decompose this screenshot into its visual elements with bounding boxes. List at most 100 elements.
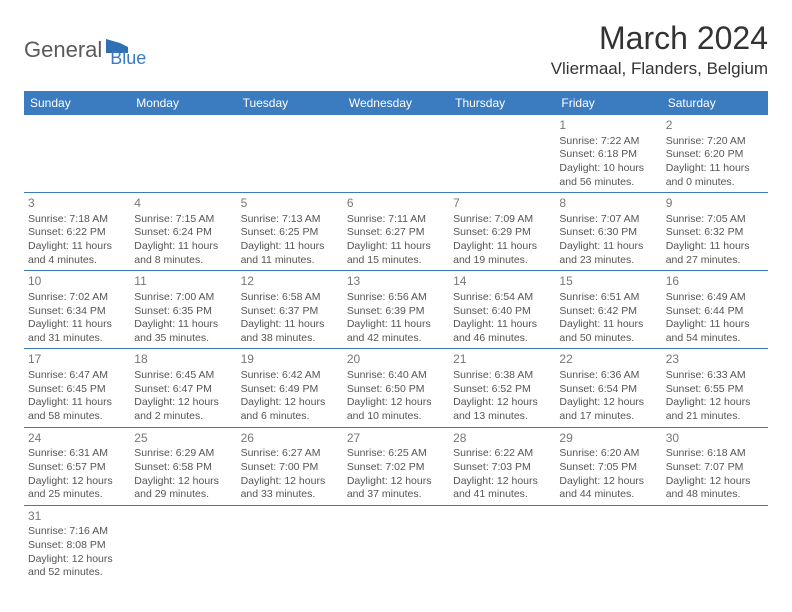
- day-info-line: and 38 minutes.: [241, 332, 339, 346]
- calendar-day-cell: 12Sunrise: 6:58 AMSunset: 6:37 PMDayligh…: [237, 271, 343, 348]
- logo-text-general: General: [24, 37, 102, 63]
- day-info-line: Daylight: 12 hours: [347, 396, 445, 410]
- day-info-line: Sunset: 8:08 PM: [28, 539, 126, 553]
- calendar-day-cell: 29Sunrise: 6:20 AMSunset: 7:05 PMDayligh…: [555, 428, 661, 505]
- day-number: 21: [453, 352, 551, 368]
- day-info-line: Sunset: 7:00 PM: [241, 461, 339, 475]
- day-info-line: and 8 minutes.: [134, 254, 232, 268]
- day-info-line: Sunset: 6:25 PM: [241, 226, 339, 240]
- day-info-line: Sunset: 6:30 PM: [559, 226, 657, 240]
- day-number: 15: [559, 274, 657, 290]
- day-info-line: Sunrise: 6:38 AM: [453, 369, 551, 383]
- calendar-day-cell: 15Sunrise: 6:51 AMSunset: 6:42 PMDayligh…: [555, 271, 661, 348]
- day-info-line: Sunset: 6:55 PM: [666, 383, 764, 397]
- calendar-day-cell: 8Sunrise: 7:07 AMSunset: 6:30 PMDaylight…: [555, 193, 661, 270]
- day-number: 12: [241, 274, 339, 290]
- day-number: 24: [28, 431, 126, 447]
- calendar-day-cell: 2Sunrise: 7:20 AMSunset: 6:20 PMDaylight…: [662, 115, 768, 192]
- day-info-line: Sunrise: 6:29 AM: [134, 447, 232, 461]
- day-info-line: and 15 minutes.: [347, 254, 445, 268]
- day-info-line: Sunrise: 7:11 AM: [347, 213, 445, 227]
- page-header: General Blue March 2024 Vliermaal, Fland…: [24, 20, 768, 79]
- calendar-day-cell: 30Sunrise: 6:18 AMSunset: 7:07 PMDayligh…: [662, 428, 768, 505]
- day-info-line: Daylight: 12 hours: [347, 475, 445, 489]
- day-info-line: Daylight: 12 hours: [453, 396, 551, 410]
- day-info-line: Sunset: 7:03 PM: [453, 461, 551, 475]
- day-info-line: Sunset: 6:27 PM: [347, 226, 445, 240]
- calendar-day-cell: 10Sunrise: 7:02 AMSunset: 6:34 PMDayligh…: [24, 271, 130, 348]
- day-info-line: Sunrise: 6:45 AM: [134, 369, 232, 383]
- day-info-line: and 23 minutes.: [559, 254, 657, 268]
- day-info-line: Sunrise: 6:27 AM: [241, 447, 339, 461]
- day-info-line: Daylight: 11 hours: [28, 318, 126, 332]
- logo-text-blue: Blue: [110, 48, 146, 69]
- calendar-row: 1Sunrise: 7:22 AMSunset: 6:18 PMDaylight…: [24, 115, 768, 193]
- calendar-day-cell: 4Sunrise: 7:15 AMSunset: 6:24 PMDaylight…: [130, 193, 236, 270]
- day-info-line: and 46 minutes.: [453, 332, 551, 346]
- calendar-header-cell: Friday: [555, 91, 661, 115]
- day-info-line: Daylight: 11 hours: [453, 240, 551, 254]
- calendar-empty-cell: [130, 506, 236, 583]
- calendar-day-cell: 13Sunrise: 6:56 AMSunset: 6:39 PMDayligh…: [343, 271, 449, 348]
- day-info-line: Sunset: 6:57 PM: [28, 461, 126, 475]
- day-info-line: and 13 minutes.: [453, 410, 551, 424]
- day-info-line: Sunrise: 7:16 AM: [28, 525, 126, 539]
- calendar-empty-cell: [237, 115, 343, 192]
- day-info-line: and 42 minutes.: [347, 332, 445, 346]
- day-info-line: Sunset: 7:05 PM: [559, 461, 657, 475]
- day-info-line: and 50 minutes.: [559, 332, 657, 346]
- logo: General Blue: [24, 30, 146, 69]
- day-info-line: Sunset: 6:52 PM: [453, 383, 551, 397]
- day-number: 10: [28, 274, 126, 290]
- day-info-line: Sunrise: 6:22 AM: [453, 447, 551, 461]
- day-info-line: Sunrise: 7:09 AM: [453, 213, 551, 227]
- day-info-line: Sunrise: 6:33 AM: [666, 369, 764, 383]
- day-info-line: Sunrise: 7:15 AM: [134, 213, 232, 227]
- day-number: 17: [28, 352, 126, 368]
- calendar-day-cell: 31Sunrise: 7:16 AMSunset: 8:08 PMDayligh…: [24, 506, 130, 583]
- day-info-line: Sunrise: 7:22 AM: [559, 135, 657, 149]
- calendar-day-cell: 25Sunrise: 6:29 AMSunset: 6:58 PMDayligh…: [130, 428, 236, 505]
- day-info-line: Daylight: 12 hours: [241, 475, 339, 489]
- day-number: 1: [559, 118, 657, 134]
- day-info-line: Sunset: 6:49 PM: [241, 383, 339, 397]
- day-number: 5: [241, 196, 339, 212]
- day-info-line: and 44 minutes.: [559, 488, 657, 502]
- calendar-empty-cell: [24, 115, 130, 192]
- day-info-line: Sunset: 6:34 PM: [28, 305, 126, 319]
- day-number: 25: [134, 431, 232, 447]
- calendar-row: 17Sunrise: 6:47 AMSunset: 6:45 PMDayligh…: [24, 349, 768, 427]
- day-info-line: Sunrise: 6:18 AM: [666, 447, 764, 461]
- day-number: 18: [134, 352, 232, 368]
- day-number: 22: [559, 352, 657, 368]
- day-number: 31: [28, 509, 126, 525]
- day-info-line: and 41 minutes.: [453, 488, 551, 502]
- day-info-line: and 48 minutes.: [666, 488, 764, 502]
- day-info-line: Daylight: 11 hours: [559, 240, 657, 254]
- day-info-line: and 54 minutes.: [666, 332, 764, 346]
- day-info-line: Sunrise: 7:05 AM: [666, 213, 764, 227]
- day-info-line: Sunrise: 7:13 AM: [241, 213, 339, 227]
- day-info-line: Sunrise: 7:02 AM: [28, 291, 126, 305]
- day-info-line: Sunset: 7:07 PM: [666, 461, 764, 475]
- day-info-line: Daylight: 12 hours: [559, 396, 657, 410]
- calendar-empty-cell: [343, 506, 449, 583]
- calendar-day-cell: 16Sunrise: 6:49 AMSunset: 6:44 PMDayligh…: [662, 271, 768, 348]
- day-info-line: Daylight: 11 hours: [666, 162, 764, 176]
- calendar-empty-cell: [343, 115, 449, 192]
- day-info-line: Sunrise: 6:25 AM: [347, 447, 445, 461]
- day-number: 3: [28, 196, 126, 212]
- day-info-line: Sunset: 6:45 PM: [28, 383, 126, 397]
- day-info-line: Sunset: 6:35 PM: [134, 305, 232, 319]
- calendar-day-cell: 11Sunrise: 7:00 AMSunset: 6:35 PMDayligh…: [130, 271, 236, 348]
- day-number: 9: [666, 196, 764, 212]
- day-info-line: Daylight: 11 hours: [134, 240, 232, 254]
- calendar-day-cell: 21Sunrise: 6:38 AMSunset: 6:52 PMDayligh…: [449, 349, 555, 426]
- day-number: 27: [347, 431, 445, 447]
- calendar-row: 3Sunrise: 7:18 AMSunset: 6:22 PMDaylight…: [24, 193, 768, 271]
- day-info-line: Sunrise: 7:18 AM: [28, 213, 126, 227]
- calendar-empty-cell: [555, 506, 661, 583]
- day-info-line: Sunset: 6:32 PM: [666, 226, 764, 240]
- day-info-line: Daylight: 10 hours: [559, 162, 657, 176]
- day-info-line: Sunrise: 6:36 AM: [559, 369, 657, 383]
